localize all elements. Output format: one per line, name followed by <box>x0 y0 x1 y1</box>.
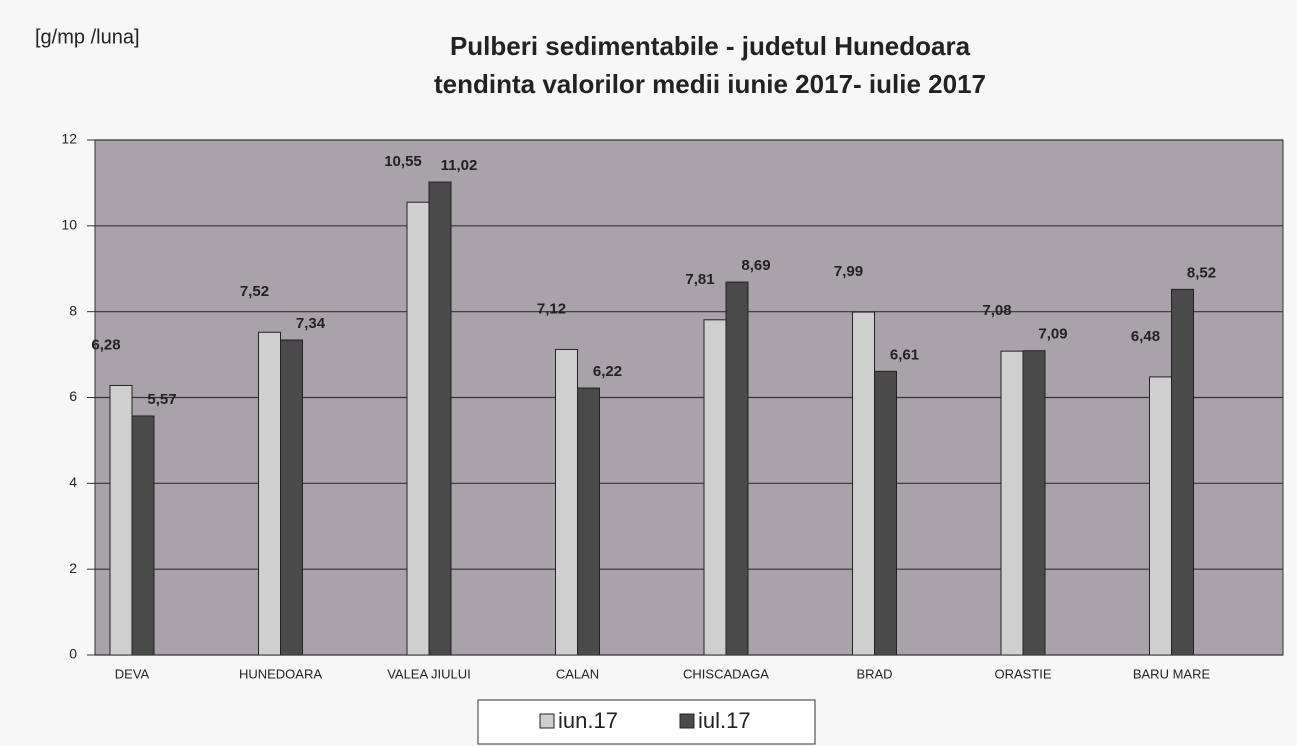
y-axis-label: [g/mp /luna] <box>35 26 140 48</box>
bar <box>852 311 875 656</box>
data-label: 7,12 <box>537 300 566 317</box>
bar <box>577 387 600 656</box>
data-label: 7,52 <box>240 283 269 300</box>
data-label: 6,28 <box>91 336 120 353</box>
bar <box>131 415 155 656</box>
bar <box>1000 350 1024 656</box>
data-label: 11,02 <box>441 157 478 174</box>
y-tick-label: 4 <box>69 474 77 490</box>
data-label: 10,55 <box>384 153 422 170</box>
x-tick-label: CALAN <box>556 666 599 681</box>
bar <box>1171 288 1194 656</box>
data-label: 7,99 <box>834 263 863 280</box>
y-tick-label: 8 <box>69 302 77 318</box>
data-label: 8,69 <box>741 257 770 274</box>
y-tick-label: 0 <box>69 646 77 662</box>
y-tick-label: 6 <box>69 388 77 404</box>
x-tick-label: DEVA <box>115 666 150 681</box>
y-tick-label: 10 <box>61 217 77 233</box>
bar <box>555 348 578 656</box>
chart-title: Pulberi sedimentabile - judetul Hunedoar… <box>450 31 971 61</box>
data-label: 8,52 <box>1187 264 1216 281</box>
x-tick-label: VALEA JIULUI <box>387 666 471 681</box>
bar <box>725 281 749 656</box>
data-label: 6,22 <box>593 363 622 380</box>
data-label: 7,81 <box>685 271 714 288</box>
legend-label: iul.17 <box>698 708 751 733</box>
bar <box>1022 350 1046 656</box>
x-tick-label: CHISCADAGA <box>683 666 769 681</box>
bar <box>703 319 727 656</box>
x-tick-label: ORASTIE <box>994 666 1051 681</box>
bar <box>874 370 897 656</box>
legend <box>477 699 816 745</box>
bar <box>428 181 452 656</box>
bar <box>280 339 303 656</box>
data-label: 5,57 <box>147 391 176 408</box>
data-label: 6,61 <box>890 346 919 363</box>
x-tick-label: BARU MARE <box>1133 666 1211 681</box>
bar <box>109 384 133 656</box>
bar <box>258 331 281 656</box>
y-tick-label: 12 <box>61 131 77 147</box>
x-tick-label: BRAD <box>856 666 892 681</box>
data-label: 7,09 <box>1038 326 1067 343</box>
legend-swatch <box>679 713 695 729</box>
bar <box>1149 376 1172 656</box>
chart-subtitle: tendinta valorilor medii iunie 2017- iul… <box>434 69 986 99</box>
data-label: 7,08 <box>982 302 1011 319</box>
x-tick-label: HUNEDOARA <box>239 666 322 681</box>
y-tick-label: 2 <box>69 560 77 576</box>
data-label: 6,48 <box>1131 328 1160 345</box>
data-label: 7,34 <box>296 315 326 332</box>
legend-swatch <box>539 713 555 729</box>
bar <box>406 201 430 656</box>
legend-label: iun.17 <box>558 708 618 733</box>
